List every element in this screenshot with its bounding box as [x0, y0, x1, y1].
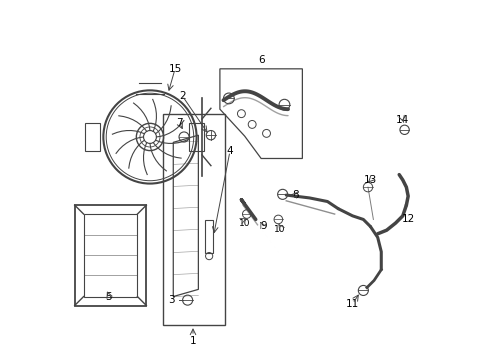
Text: 8: 8	[292, 190, 298, 200]
Text: 4: 4	[227, 146, 233, 156]
Text: 11: 11	[346, 299, 359, 309]
Bar	[190, 123, 204, 151]
Text: 2: 2	[179, 91, 186, 101]
Text: 1: 1	[190, 336, 196, 346]
Text: 3: 3	[168, 295, 175, 305]
Bar	[205, 220, 214, 252]
Bar	[163, 114, 225, 325]
Text: 15: 15	[169, 64, 182, 74]
Text: 14: 14	[396, 115, 410, 125]
Text: 12: 12	[401, 215, 415, 224]
Text: 10: 10	[239, 219, 250, 228]
Text: 5: 5	[105, 292, 111, 302]
Bar	[74, 205, 147, 306]
Bar	[84, 214, 137, 297]
Text: 13: 13	[364, 175, 377, 185]
Text: 6: 6	[258, 55, 265, 65]
Text: 9: 9	[260, 221, 267, 231]
Text: 10: 10	[274, 225, 286, 234]
Text: 7: 7	[176, 118, 183, 128]
Bar	[85, 123, 100, 151]
